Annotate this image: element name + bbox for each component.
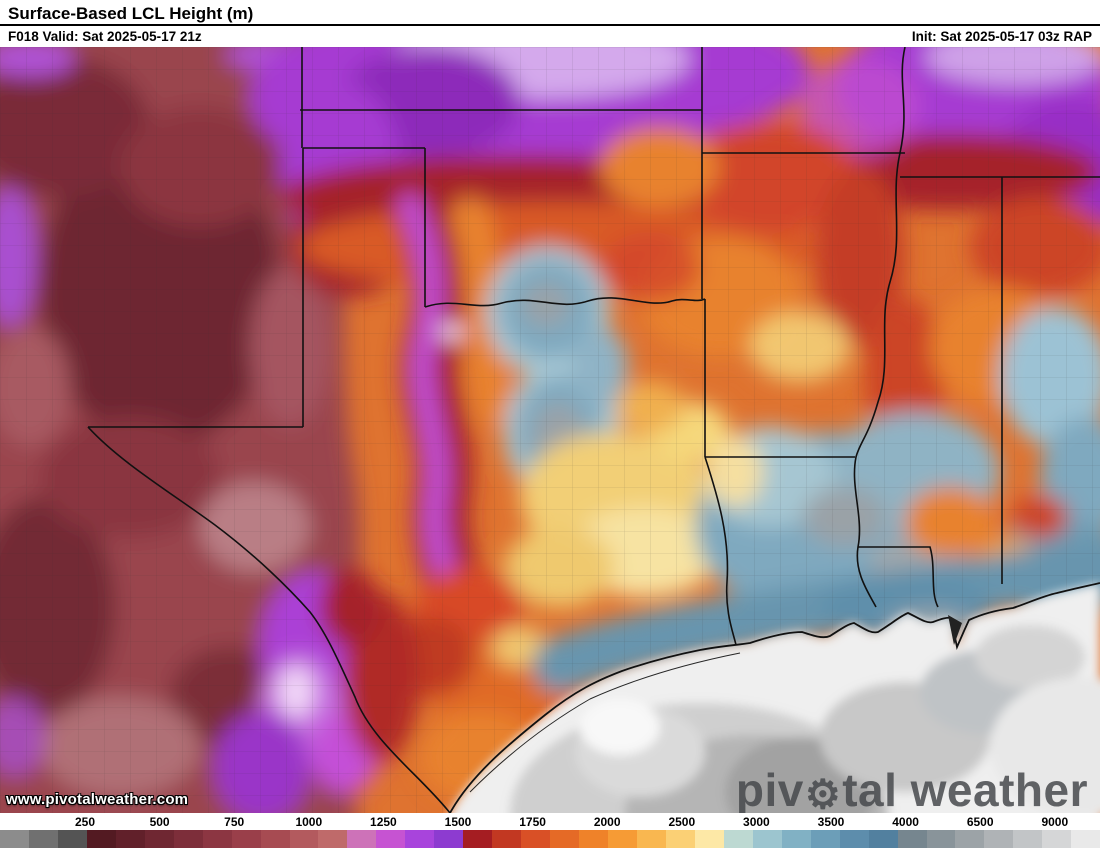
red-river-border: [424, 297, 706, 308]
colorbar: [0, 830, 1100, 848]
colorbar-segment: [579, 830, 609, 848]
gear-icon: ⚙: [804, 773, 842, 817]
colorbar-label: 6500: [966, 815, 994, 829]
colorbar-segment: [463, 830, 493, 848]
init-time-label: Init: Sat 2025-05-17 03z RAP: [911, 29, 1092, 44]
colorbar-segment: [231, 830, 261, 848]
logo-text-left: piv: [735, 764, 804, 816]
colorbar-label: 250: [74, 815, 96, 829]
mississippi-river-border: [853, 47, 906, 608]
colorbar-label: 3500: [817, 815, 845, 829]
colorbar-segment: [57, 830, 87, 848]
colorbar-segment: [434, 830, 464, 848]
map-area[interactable]: www.pivotalweather.com piv ⚙ tal weather: [0, 47, 1100, 817]
pivotal-weather-logo: piv ⚙ tal weather: [735, 764, 1088, 817]
colorbar-segment: [1042, 830, 1072, 848]
colorbar-segment: [347, 830, 377, 848]
colorbar-label: 750: [224, 815, 245, 829]
colorbar-label: 1500: [444, 815, 472, 829]
header-meta-row: F018 Valid: Sat 2025-05-17 21z Init: Sat…: [0, 26, 1100, 47]
colorbar-segment: [1071, 830, 1100, 848]
header-title-row: Surface-Based LCL Height (m): [0, 0, 1100, 26]
colorbar-segment: [289, 830, 319, 848]
colorbar-legend: 250 500 750 1000 1250 1500 1750 2000 2500 3000 350…: [0, 813, 1100, 848]
colorbar-segment: [521, 830, 551, 848]
colorbar-segment: [694, 830, 724, 848]
colorbar-segment: [868, 830, 898, 848]
colorbar-segment: [926, 830, 956, 848]
coastline: [449, 582, 1100, 813]
lcl-map-svg: [0, 47, 1100, 813]
colorbar-segment: [318, 830, 348, 848]
colorbar-labels: 250 500 750 1000 1250 1500 1750 2000 2500 3000 350…: [0, 813, 1100, 830]
colorbar-label: 2500: [668, 815, 696, 829]
colorbar-segment: [376, 830, 406, 848]
colorbar-segment: [550, 830, 580, 848]
gulf-of-mexico: [450, 583, 1100, 813]
colorbar-segment: [144, 830, 174, 848]
colorbar-label: 3000: [743, 815, 770, 829]
colorbar-segment: [897, 830, 927, 848]
colorbar-segment: [984, 830, 1014, 848]
colorbar-segment: [839, 830, 869, 848]
colorbar-label: 4000: [892, 815, 919, 829]
colorbar-segment: [492, 830, 522, 848]
colorbar-segment: [86, 830, 116, 848]
colorbar-label: 9000: [1041, 815, 1069, 829]
watermark-url: www.pivotalweather.com: [6, 791, 189, 808]
valid-time-label: F018 Valid: Sat 2025-05-17 21z: [8, 29, 202, 44]
barrier-island-line: [469, 652, 741, 793]
colorbar-segment: [1013, 830, 1043, 848]
state-borders: [87, 47, 1100, 813]
colorbar-label: 500: [149, 815, 170, 829]
colorbar-segment: [781, 830, 811, 848]
logo-text-right: tal weather: [842, 764, 1088, 816]
colorbar-label: 1000: [295, 815, 323, 829]
page-title: Surface-Based LCL Height (m): [8, 4, 254, 23]
colorbar-segment: [28, 830, 58, 848]
colorbar-label: 1750: [519, 815, 546, 829]
rio-grande-border: [87, 426, 451, 813]
colorbar-segment: [115, 830, 145, 848]
colorbar-label: 1250: [370, 815, 397, 829]
colorbar-segment: [608, 830, 637, 848]
colorbar-segment: [173, 830, 203, 848]
colorbar-segment: [405, 830, 435, 848]
colorbar-segment: [260, 830, 290, 848]
colorbar-segment: [665, 830, 695, 848]
colorbar-segment: [723, 830, 753, 848]
colorbar-segment: [636, 830, 666, 848]
colorbar-segment: [0, 830, 29, 848]
colorbar-segment: [810, 830, 840, 848]
sabine-border: [704, 456, 737, 646]
colorbar-segment: [955, 830, 985, 848]
colorbar-segment: [202, 830, 232, 848]
mississippi-delta-mark: [948, 615, 962, 645]
colorbar-label: 2000: [593, 815, 621, 829]
colorbar-segment: [752, 830, 782, 848]
